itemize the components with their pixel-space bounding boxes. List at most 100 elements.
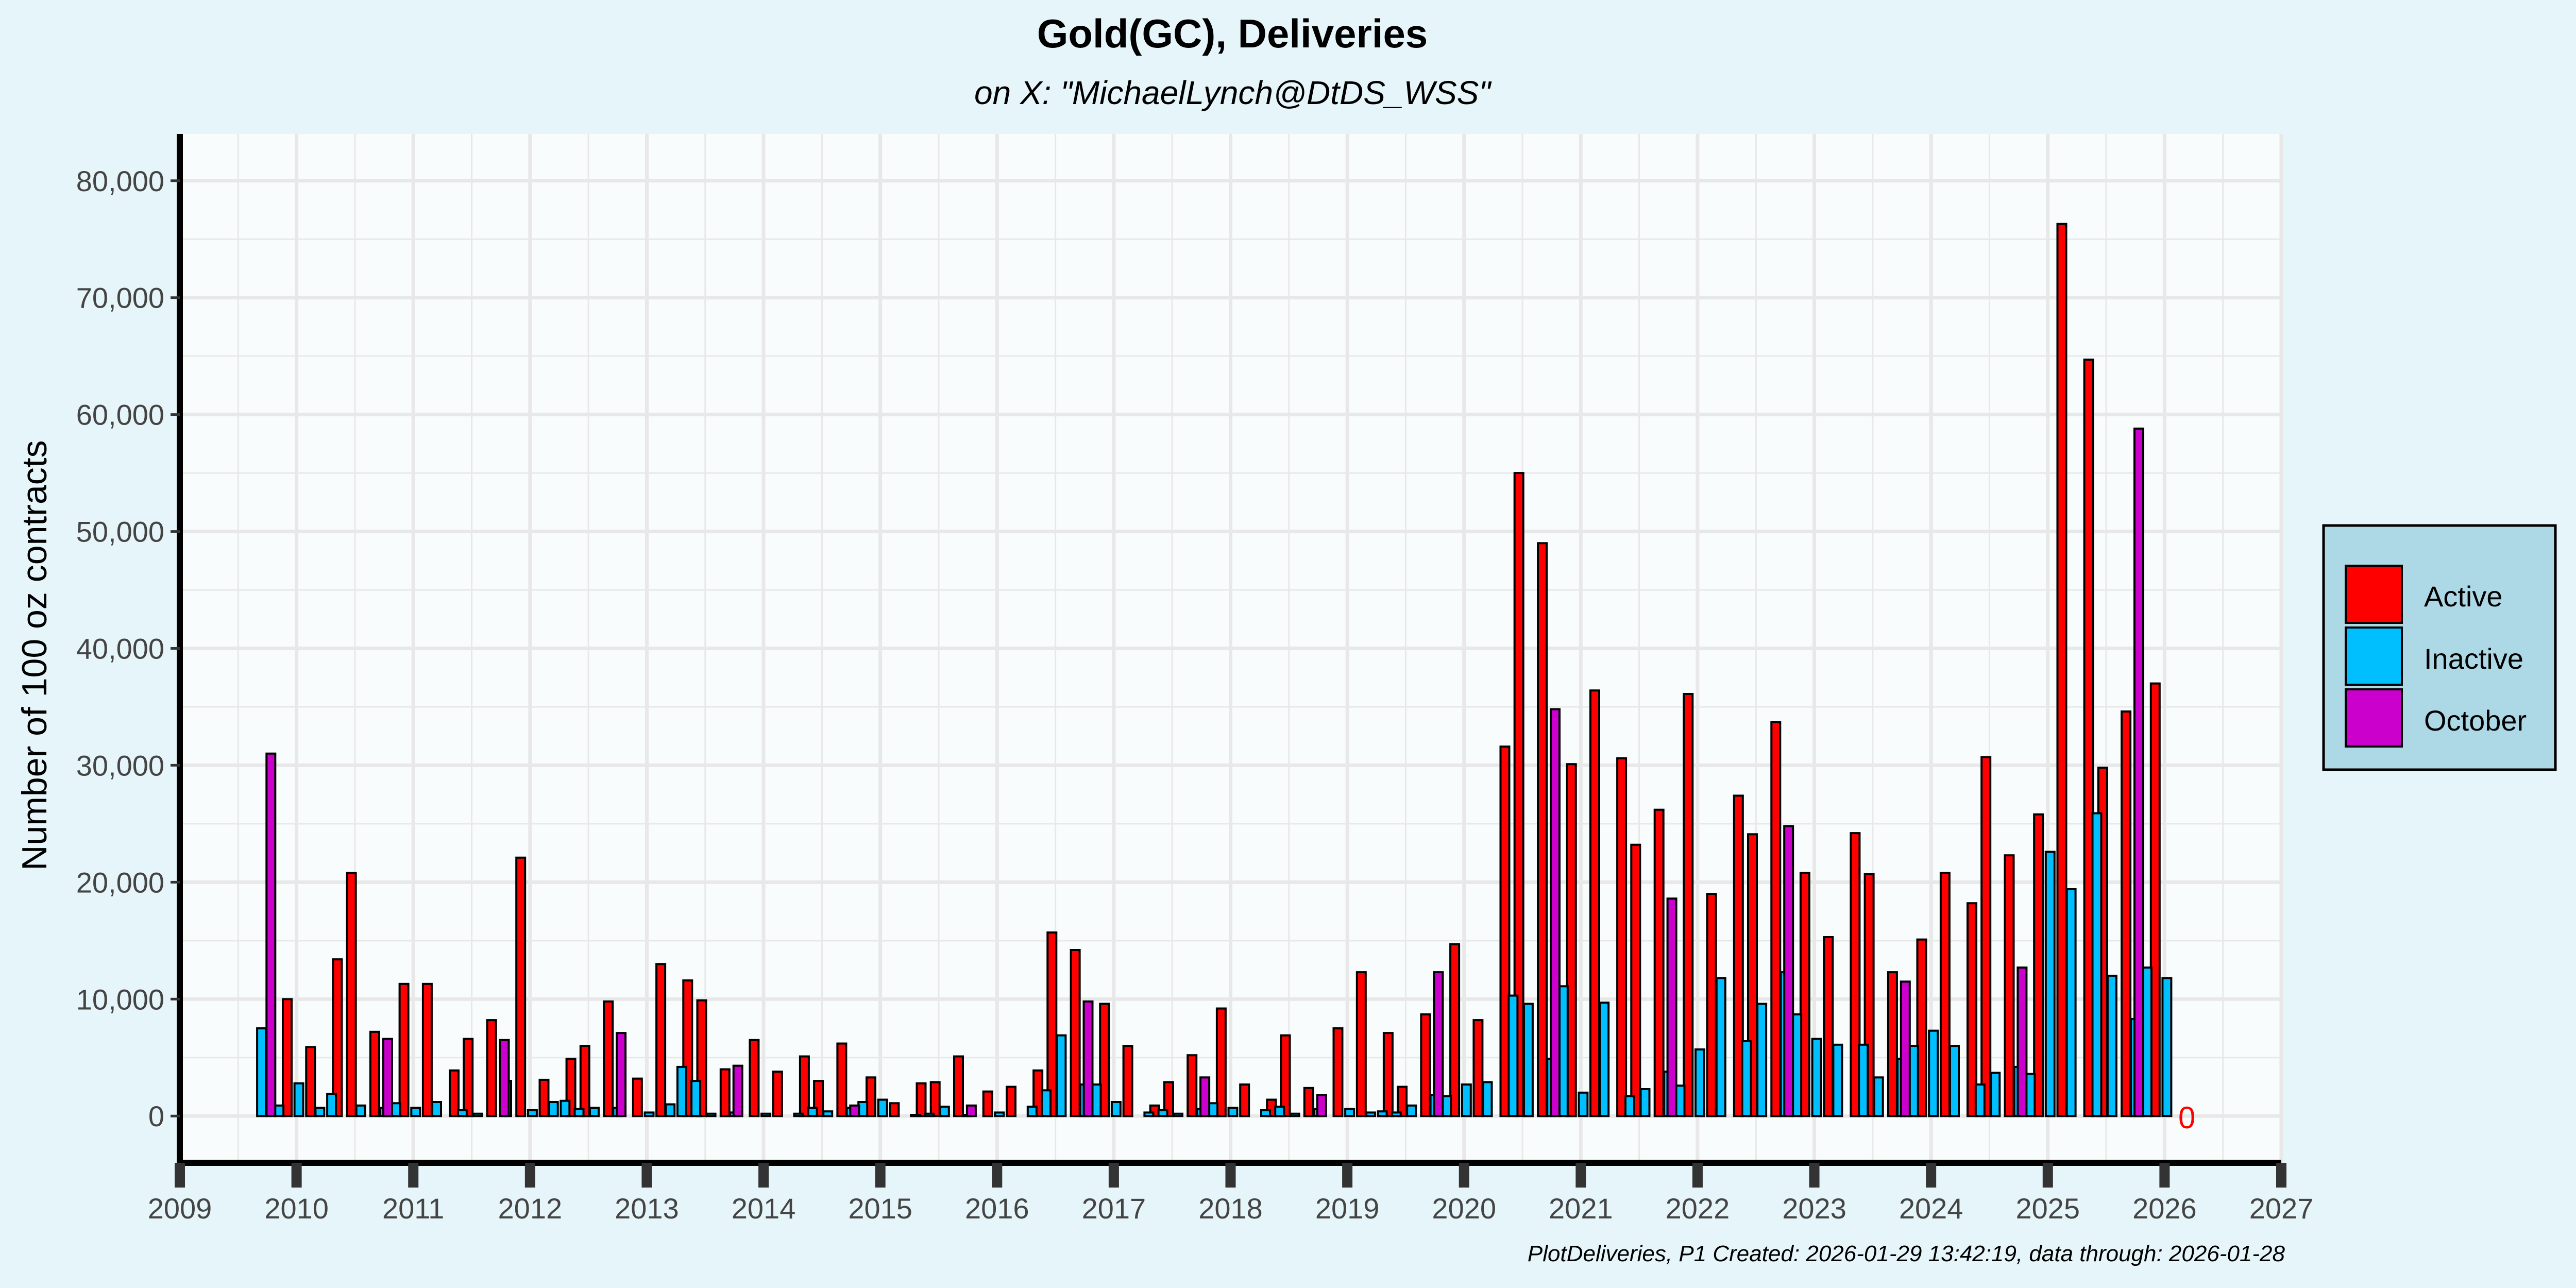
- bar-inactive: [1639, 1088, 1651, 1117]
- bar-active: [1733, 794, 1744, 1117]
- bar-active: [369, 1030, 380, 1117]
- bar-active: [1499, 745, 1511, 1117]
- bar-inactive: [573, 1108, 585, 1117]
- bar-active: [1215, 1007, 1227, 1117]
- bar-inactive: [355, 1104, 366, 1117]
- legend-key-october: [2345, 688, 2403, 748]
- bar-inactive: [1041, 1089, 1052, 1117]
- x-tick: [291, 1163, 302, 1188]
- x-tick-label: 2013: [615, 1192, 679, 1225]
- bar-inactive: [1157, 1109, 1168, 1117]
- caption: PlotDeliveries, P1 Created: 2026-01-29 1…: [1528, 1241, 2285, 1266]
- bar-active: [398, 982, 410, 1117]
- bar-inactive: [1522, 1003, 1534, 1117]
- y-tick-label: 70,000: [76, 282, 164, 314]
- bar-active: [1887, 971, 1898, 1117]
- x-tick-label: 2012: [498, 1192, 563, 1225]
- bar-active: [421, 982, 433, 1117]
- bar-inactive: [548, 1101, 559, 1117]
- y-tick-label: 60,000: [76, 399, 164, 431]
- bar-active: [1566, 763, 1577, 1117]
- bar-active: [1449, 943, 1461, 1117]
- bar-inactive: [1461, 1083, 1472, 1117]
- bar-inactive: [326, 1093, 337, 1117]
- bar-inactive: [1391, 1111, 1402, 1117]
- bar-inactive: [760, 1112, 772, 1117]
- bar-active: [1589, 689, 1600, 1117]
- bar-active: [655, 963, 667, 1117]
- bar-active: [929, 1081, 941, 1117]
- x-tick: [1459, 1163, 1469, 1188]
- x-tick-label: 2025: [2015, 1192, 2080, 1225]
- bar-inactive: [2044, 851, 2056, 1117]
- legend-label-inactive: Inactive: [2424, 642, 2523, 675]
- y-axis-title: Number of 100 oz contracts: [15, 440, 54, 870]
- bar-inactive: [1143, 1111, 1155, 1117]
- bar-october: [849, 1104, 860, 1117]
- bar-active: [282, 998, 293, 1117]
- bar-active: [2083, 359, 2094, 1117]
- bar-inactive: [1873, 1076, 1884, 1117]
- x-tick: [1809, 1163, 1820, 1188]
- bar-october: [1900, 980, 1911, 1117]
- bar-active: [579, 1045, 590, 1117]
- bar-october: [1316, 1094, 1327, 1117]
- bar-active: [2121, 710, 2132, 1117]
- bar-october: [499, 1039, 510, 1117]
- bar-active: [1187, 1054, 1198, 1117]
- x-tick: [1108, 1163, 1119, 1188]
- y-tick-label: 40,000: [76, 633, 164, 665]
- bar-inactive: [1756, 1003, 1768, 1117]
- bar-inactive: [665, 1103, 676, 1117]
- bar-inactive: [1365, 1111, 1376, 1117]
- bar-inactive: [256, 1027, 267, 1117]
- bar-active: [1980, 756, 1992, 1117]
- bar-active: [1850, 832, 1861, 1117]
- bar-inactive: [1344, 1108, 1355, 1117]
- bar-october: [1199, 1076, 1211, 1117]
- legend-key-inactive: [2345, 626, 2403, 686]
- bar-inactive: [1715, 977, 1726, 1117]
- y-tick-label: 0: [148, 1100, 164, 1132]
- bar-active: [1630, 843, 1641, 1117]
- bar-inactive: [2106, 974, 2117, 1117]
- bar-active: [486, 1019, 497, 1117]
- bar-active: [1472, 1019, 1484, 1117]
- bar-active: [1939, 872, 1951, 1117]
- bar-october: [1783, 825, 1794, 1117]
- bar-inactive: [1026, 1106, 1038, 1117]
- x-tick-label: 2022: [1666, 1192, 1730, 1225]
- bar-active: [866, 1076, 876, 1117]
- x-tick-label: 2023: [1782, 1192, 1846, 1225]
- x-tick-label: 2009: [148, 1192, 212, 1225]
- x-tick-label: 2015: [848, 1192, 912, 1225]
- y-tick-label: 80,000: [76, 165, 164, 197]
- bar-active: [346, 872, 357, 1117]
- legend-key-active: [2345, 565, 2403, 624]
- bar-active: [1355, 971, 1367, 1117]
- legend: Active Inactive October: [2322, 524, 2557, 771]
- bar-inactive: [924, 1112, 935, 1117]
- bar-active: [538, 1078, 550, 1117]
- x-tick: [1225, 1163, 1236, 1188]
- x-tick: [992, 1163, 1003, 1188]
- x-tick: [758, 1163, 769, 1188]
- x-tick-label: 2026: [2132, 1192, 2197, 1225]
- legend-label-october: October: [2424, 704, 2527, 737]
- x-tick: [875, 1163, 886, 1188]
- x-tick: [175, 1163, 185, 1188]
- bar-inactive: [1260, 1109, 1271, 1117]
- bar-inactive: [1507, 994, 1519, 1117]
- bar-active: [632, 1077, 643, 1117]
- bar-inactive: [822, 1110, 834, 1117]
- x-tick-label: 2017: [1082, 1192, 1146, 1225]
- bar-inactive: [527, 1109, 538, 1117]
- bar-october: [732, 1064, 743, 1117]
- y-tick-label: 30,000: [76, 749, 164, 782]
- bar-inactive: [560, 1099, 571, 1117]
- bar-october: [1666, 897, 1677, 1117]
- axes: [171, 134, 2286, 1188]
- bar-october: [1433, 971, 1444, 1117]
- bar-inactive: [1173, 1112, 1183, 1117]
